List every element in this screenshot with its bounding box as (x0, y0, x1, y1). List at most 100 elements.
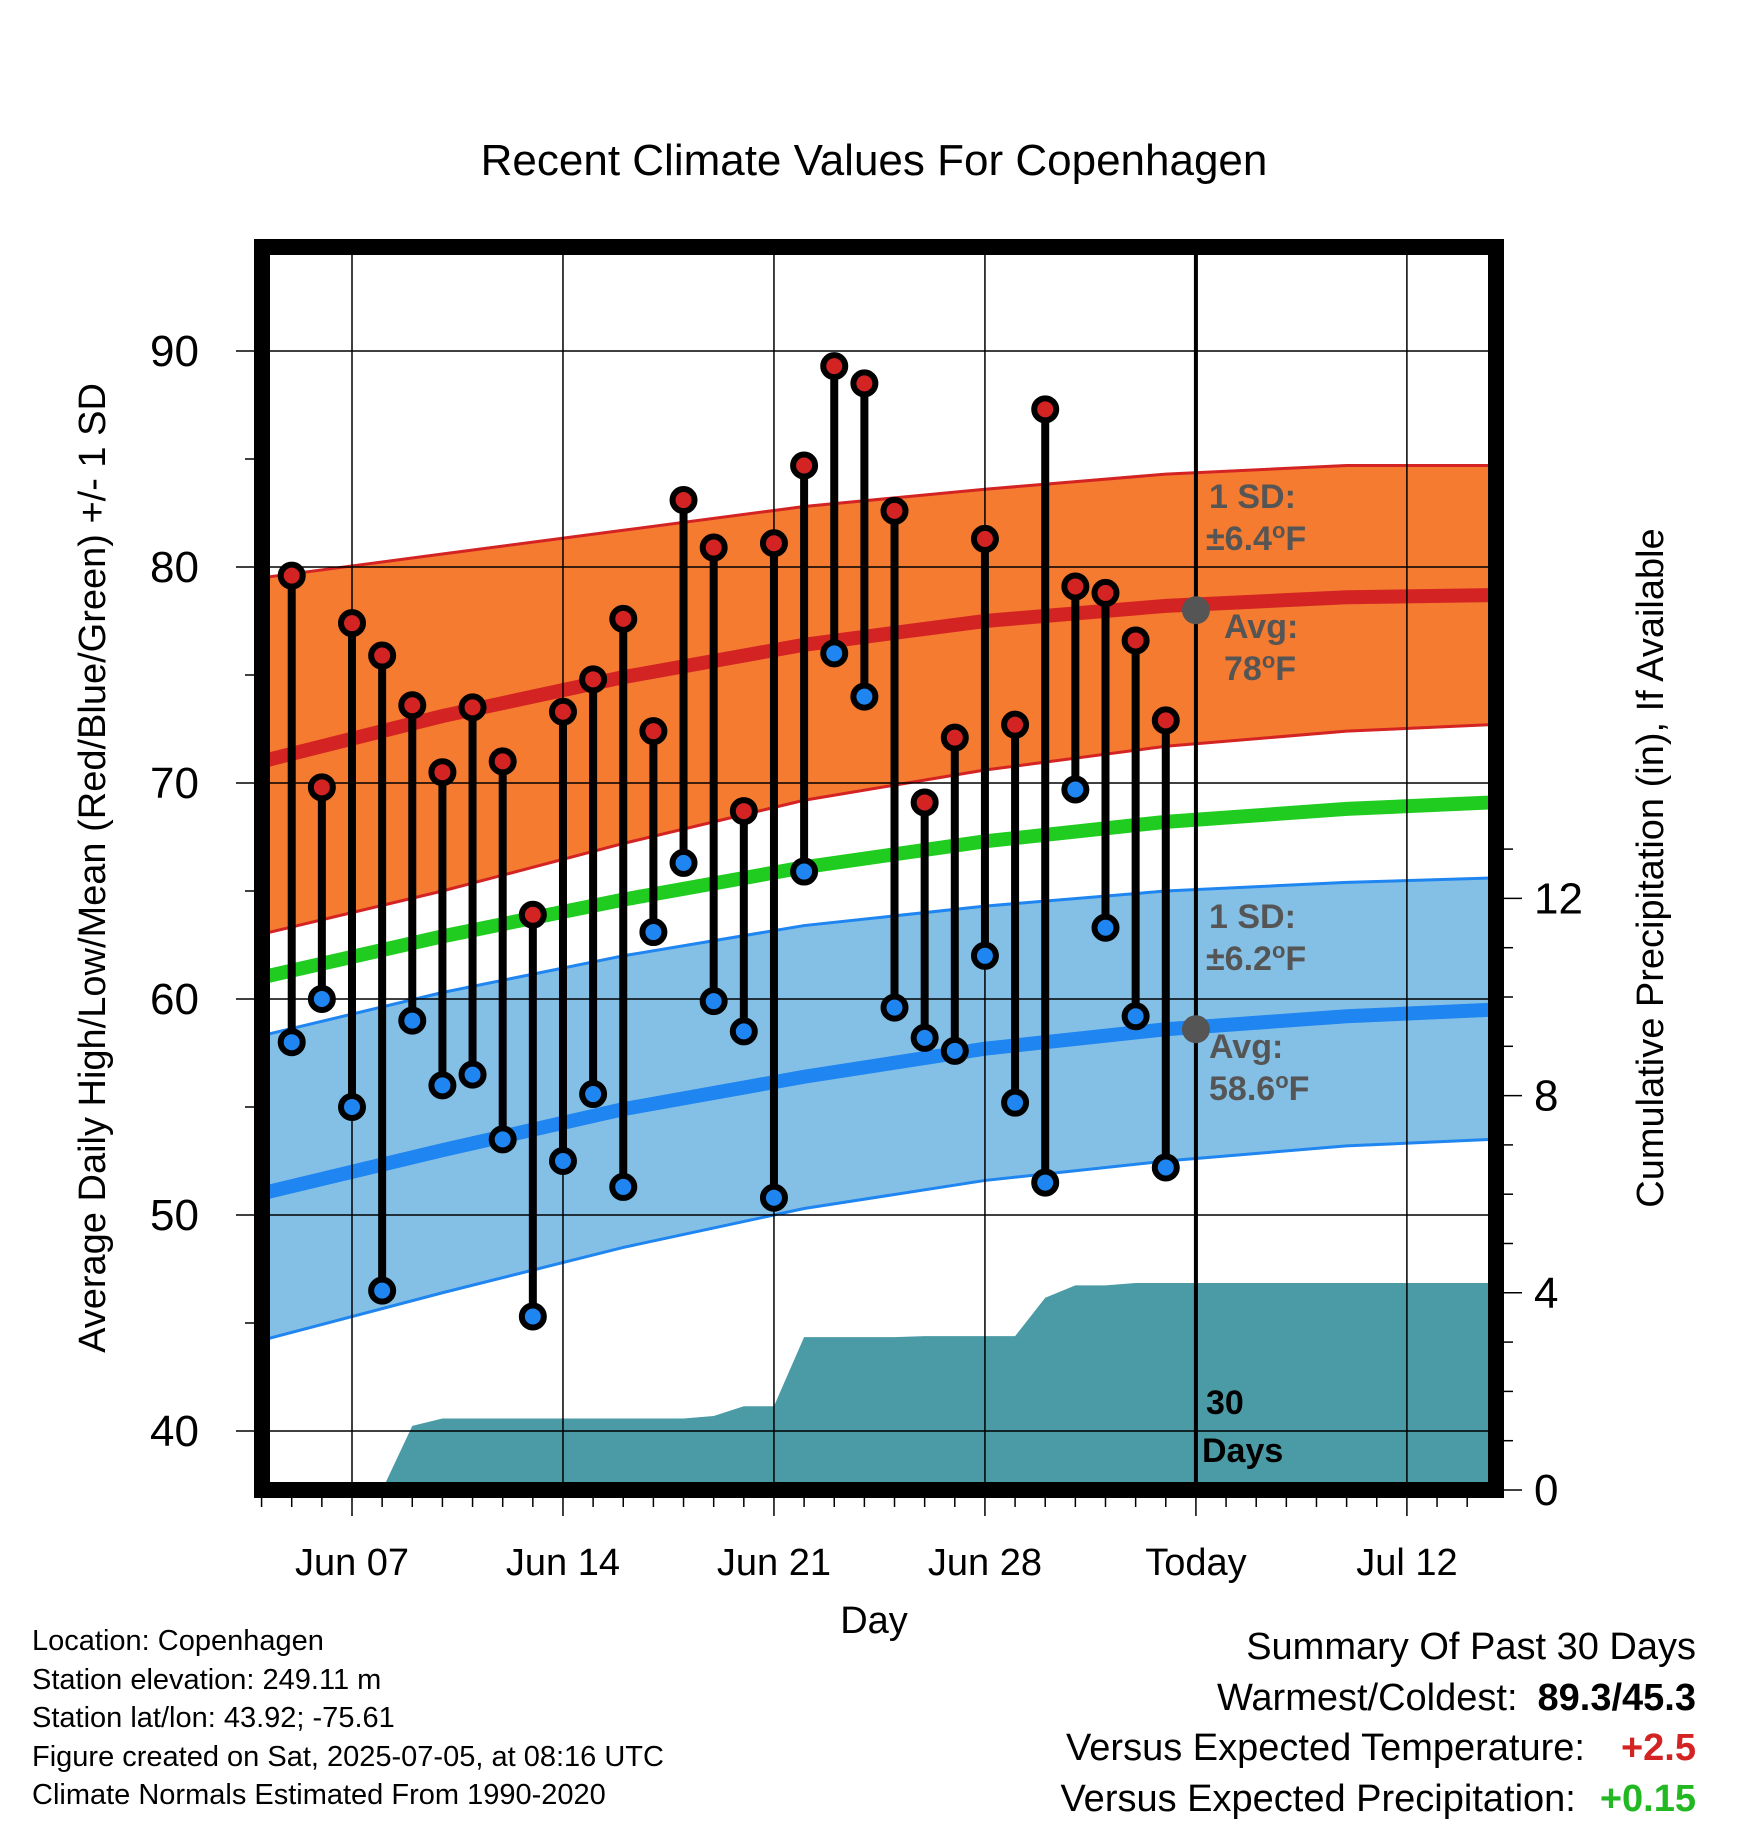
warmest-coldest-label: Warmest/Coldest: (1216, 1676, 1518, 1719)
daily-high-point (307, 773, 336, 802)
daily-low-point (1031, 1168, 1060, 1197)
y2-tick-label: 12 (1534, 874, 1583, 923)
summary-panel: Summary Of Past 30 Days Warmest/Coldest:… (1060, 1622, 1696, 1824)
daily-high-point (1151, 706, 1180, 735)
y-tick-label: 60 (150, 975, 199, 1024)
daily-low-point (759, 1183, 788, 1212)
daily-low-point (850, 682, 879, 711)
daily-high-point (609, 604, 638, 633)
daily-high-point (428, 758, 457, 787)
daily-low-point (368, 1276, 397, 1305)
location-text: Location: Copenhagen (32, 1625, 324, 1657)
daily-high-point (277, 561, 306, 590)
created-text: Figure created on Sat, 2025-07-05, at 08… (32, 1740, 664, 1773)
daily-low-point (880, 993, 909, 1022)
daily-low-point (579, 1080, 608, 1109)
daily-high-point (820, 352, 849, 381)
daily-low-point (639, 918, 668, 947)
x-axis-title: Day (840, 1600, 908, 1642)
y2-axis-title: Cumulative Precipitation (in), If Availa… (1630, 528, 1672, 1207)
y2-tick-label: 0 (1534, 1466, 1558, 1515)
daily-high-point (850, 369, 879, 398)
daily-low-point (1001, 1088, 1030, 1117)
daily-low-point (398, 1006, 427, 1035)
y2-tick-label: 8 (1534, 1072, 1558, 1121)
y-tick-label: 90 (150, 327, 199, 376)
summary-precip-row: Versus Expected Precipitation: +0.15 (1060, 1774, 1696, 1825)
low-sd-value: ±6.2oF (1206, 938, 1306, 979)
daily-high-point (338, 609, 366, 638)
daily-high-point (880, 496, 909, 525)
high-sd-value: ±6.4oF (1206, 518, 1306, 559)
warmest-coldest-value: 89.3/45.3 (1537, 1676, 1696, 1719)
daily-high-point (518, 900, 547, 929)
precip-anomaly-label: Versus Expected Precipitation: (1060, 1777, 1576, 1820)
temp-anomaly-value: +2.5 (1620, 1727, 1696, 1769)
daily-high-point (729, 797, 758, 826)
x-tick-label: Today (1145, 1542, 1246, 1584)
low-avg-value: 58.6oF (1209, 1068, 1309, 1109)
y2-tick-label: 4 (1534, 1269, 1558, 1318)
daily-low-point (970, 941, 999, 970)
low-sd-label: 1 SD: (1209, 898, 1296, 936)
latlon-text: Station lat/lon: 43.92; -75.61 (32, 1702, 395, 1734)
daily-low-point (518, 1302, 547, 1331)
daily-high-point (1061, 572, 1090, 601)
daily-high-point (398, 691, 427, 720)
today-high-avg-marker (1181, 596, 1210, 625)
daily-high-point (639, 717, 668, 746)
daily-low-point (910, 1023, 939, 1052)
daily-low-point (790, 857, 819, 886)
daily-high-point (458, 693, 487, 722)
daily-low-point (940, 1036, 969, 1065)
daily-high-point (940, 723, 969, 752)
daily-low-point (1151, 1153, 1180, 1182)
normals-text: Climate Normals Estimated From 1990-2020 (32, 1779, 606, 1811)
elevation-text: Station elevation: 249.11 m (32, 1663, 382, 1696)
daily-low-point (277, 1028, 306, 1057)
y-axis-title: Average Daily High/Low/Mean (Red/Blue/Gr… (72, 383, 114, 1353)
precip-area (291, 1282, 1492, 1490)
low-avg-label: Avg: (1209, 1028, 1283, 1066)
plot-frame (254, 239, 1504, 1498)
x-tick-label: Jun 14 (506, 1542, 620, 1584)
daily-low-point (699, 987, 728, 1016)
daily-high-point (699, 533, 728, 562)
x-tick-label: Jun 21 (717, 1542, 831, 1584)
daily-high-point (1031, 395, 1060, 424)
today-label-line2: Days (1202, 1432, 1283, 1470)
daily-high-point (548, 697, 577, 726)
daily-high-point (1091, 578, 1120, 607)
daily-high-point (669, 486, 698, 515)
high-sd-label: 1 SD: (1209, 478, 1296, 516)
y-tick-label: 70 (150, 759, 199, 808)
low-lower-line (261, 1137, 1492, 1342)
daily-low-point (307, 985, 336, 1013)
x-tick-label: Jul 12 (1356, 1542, 1457, 1584)
daily-high-point (970, 524, 999, 553)
daily-low-point (488, 1125, 517, 1154)
chart-title: Recent Climate Values For Copenhagen (481, 136, 1268, 185)
daily-high-point (368, 641, 397, 670)
daily-low-point (669, 848, 698, 877)
x-tick-label: Jun 28 (928, 1542, 1042, 1584)
daily-low-point (1091, 913, 1120, 942)
summary-warmest-coldest-row: Warmest/Coldest: 89.3/45.3 (1060, 1673, 1696, 1724)
daily-high-point (759, 529, 788, 558)
temp-anomaly-label: Versus Expected Temperature: (1066, 1727, 1585, 1769)
y-tick-label: 40 (150, 1407, 199, 1456)
daily-low-point (338, 1093, 366, 1121)
x-tick-label: Jun 07 (295, 1542, 409, 1584)
daily-low-point (428, 1071, 457, 1100)
daily-low-point (820, 639, 849, 668)
daily-high-point (1001, 710, 1030, 739)
summary-temp-row: Versus Expected Temperature: +2.5 (1060, 1723, 1696, 1774)
high-avg-value: 78oF (1224, 648, 1296, 689)
today-label-line1: 30 (1206, 1384, 1244, 1422)
low-sd-band (261, 878, 1492, 1341)
daily-low-point (548, 1147, 577, 1175)
daily-low-point (729, 1017, 758, 1046)
today-low-avg-marker (1181, 1015, 1210, 1044)
y-tick-label: 50 (150, 1191, 199, 1240)
